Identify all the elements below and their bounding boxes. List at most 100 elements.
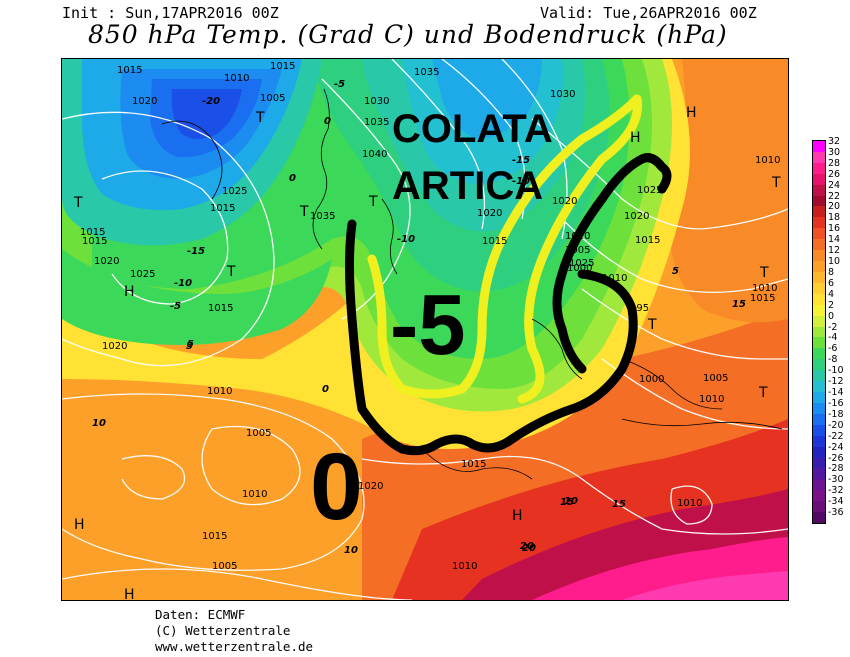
isobar-label: 1010 [677,498,702,509]
colorbar-segment [813,402,825,415]
colorbar-segment [813,162,825,175]
isotherm-label: 10 [92,418,106,429]
colorbar-label: 10 [828,256,841,268]
isotherm-label: 20 [520,541,534,552]
big-zero: 0 [310,434,363,540]
isobar-label: 1015 [461,459,486,470]
isobar-label: 1010 [565,231,590,242]
colorbar-segment [813,446,825,458]
low-pressure-marker: T [73,195,83,211]
big-minus-five: -5 [390,278,466,373]
colorbar-label: 18 [828,212,841,224]
colorbar-segment [813,239,825,251]
low-pressure-marker: T [299,204,309,220]
colorbar-segment [813,468,825,480]
high-pressure-marker: H [124,587,135,600]
colorbar-segment [813,206,825,218]
colorbar-label: -8 [828,354,838,366]
colorbar-label: 32 [828,136,841,147]
isotherm-label: -5 [170,301,181,312]
isotherm-label: 15 [732,299,746,310]
weather-map: 1015 1010 1005 1020 1015 1035 1030 1040 … [61,58,789,601]
colorbar-label: -24 [828,441,844,453]
colorbar-segment [813,228,825,240]
colata-artica-line1: COLATA [392,107,553,151]
colorbar-label: 22 [828,190,841,202]
isobar-label: 1010 [755,155,780,166]
isotherm-label: 0 [324,116,331,127]
colorbar-label: 2 [828,299,835,311]
isobar-label: 1015 [202,531,227,542]
colorbar-segment [813,315,825,328]
colorbar-label: 0 [828,310,835,322]
isobar-label: 1005 [260,93,285,104]
isotherm-label: -15 [512,155,530,166]
isobar-label: 1020 [132,96,157,107]
isotherm-label: 10 [564,496,578,507]
colorbar-segment [813,392,825,404]
init-time: Init : Sun,17APR2016 00Z [62,4,279,22]
isobar-label: 1015 [80,227,105,238]
colorbar-label: 6 [828,277,835,289]
map-title: 850 hPa Temp. (Grad C) und Bodendruck (h… [88,20,728,49]
isobar-label: 1015 [210,203,235,214]
isobar-label: 1000 [567,263,592,274]
colorbar-label: 14 [828,234,841,246]
colorbar-label: 16 [828,223,841,235]
isobar-label: 1010 [242,489,267,500]
colorbar-label: -20 [828,419,844,431]
isobar-label: 1010 [752,283,777,294]
colorbar-segment [813,337,825,349]
isotherm-label: -5 [334,79,345,90]
isobar-label: 1015 [635,235,660,246]
colorbar-segment [813,348,825,360]
isobar-label: 1000 [639,374,664,385]
isobar-label: 1010 [207,386,232,397]
high-pressure-marker: H [512,508,523,524]
colorbar-segment [813,435,825,448]
high-pressure-marker: H [630,130,641,146]
colorbar-segment [813,151,825,164]
low-pressure-marker: T [647,317,657,333]
footer-website: www.wetterzentrale.de [155,639,314,654]
colorbar-segment [813,304,825,317]
isotherm-label: 5 [187,339,194,350]
isobar-label: 1005 [703,373,728,384]
high-pressure-marker: H [74,517,85,533]
isobar-label: 1010 [602,273,627,284]
isobar-label: 995 [630,303,649,314]
colorbar-segment [813,359,825,371]
isobar-label: 1020 [94,256,119,267]
colorbar-label: 28 [828,157,841,169]
isobar-label: 1015 [117,65,142,76]
isobar-label: 1035 [414,67,439,78]
colorbar-segment [813,326,825,338]
colorbar-segment [813,217,825,229]
colorbar-label: -10 [828,365,844,377]
isobar-label: 1010 [699,394,724,405]
isobar-label: 1020 [477,208,502,219]
colorbar-label: 8 [828,266,835,278]
isobar-label: 1015 [750,293,775,304]
isotherm-label: 5 [672,266,679,277]
isotherm-label: 15 [560,497,574,508]
colorbar-segment [813,293,825,306]
colorbar-label: -16 [828,397,844,409]
colorbar-label: -6 [828,343,838,355]
isobar-label: 1025 [222,186,247,197]
colorbar-segment [813,141,825,153]
colorbar-label: 26 [828,168,841,180]
isotherm-label: -10 [174,278,192,289]
colorbar-segment [813,271,825,284]
colorbar-segment [813,282,825,295]
isobar-label: 1015 [208,303,233,314]
colorbar-label: -34 [828,496,844,508]
low-pressure-marker: T [368,194,378,210]
low-pressure-marker: T [226,264,236,280]
colorbar-label: -32 [828,485,844,497]
high-pressure-marker: H [124,284,135,300]
isobar-label: 1020 [358,481,383,492]
colorbar-segment [813,370,825,382]
colorbar-label: -26 [828,452,844,464]
isobar-label: 1030 [550,89,575,100]
